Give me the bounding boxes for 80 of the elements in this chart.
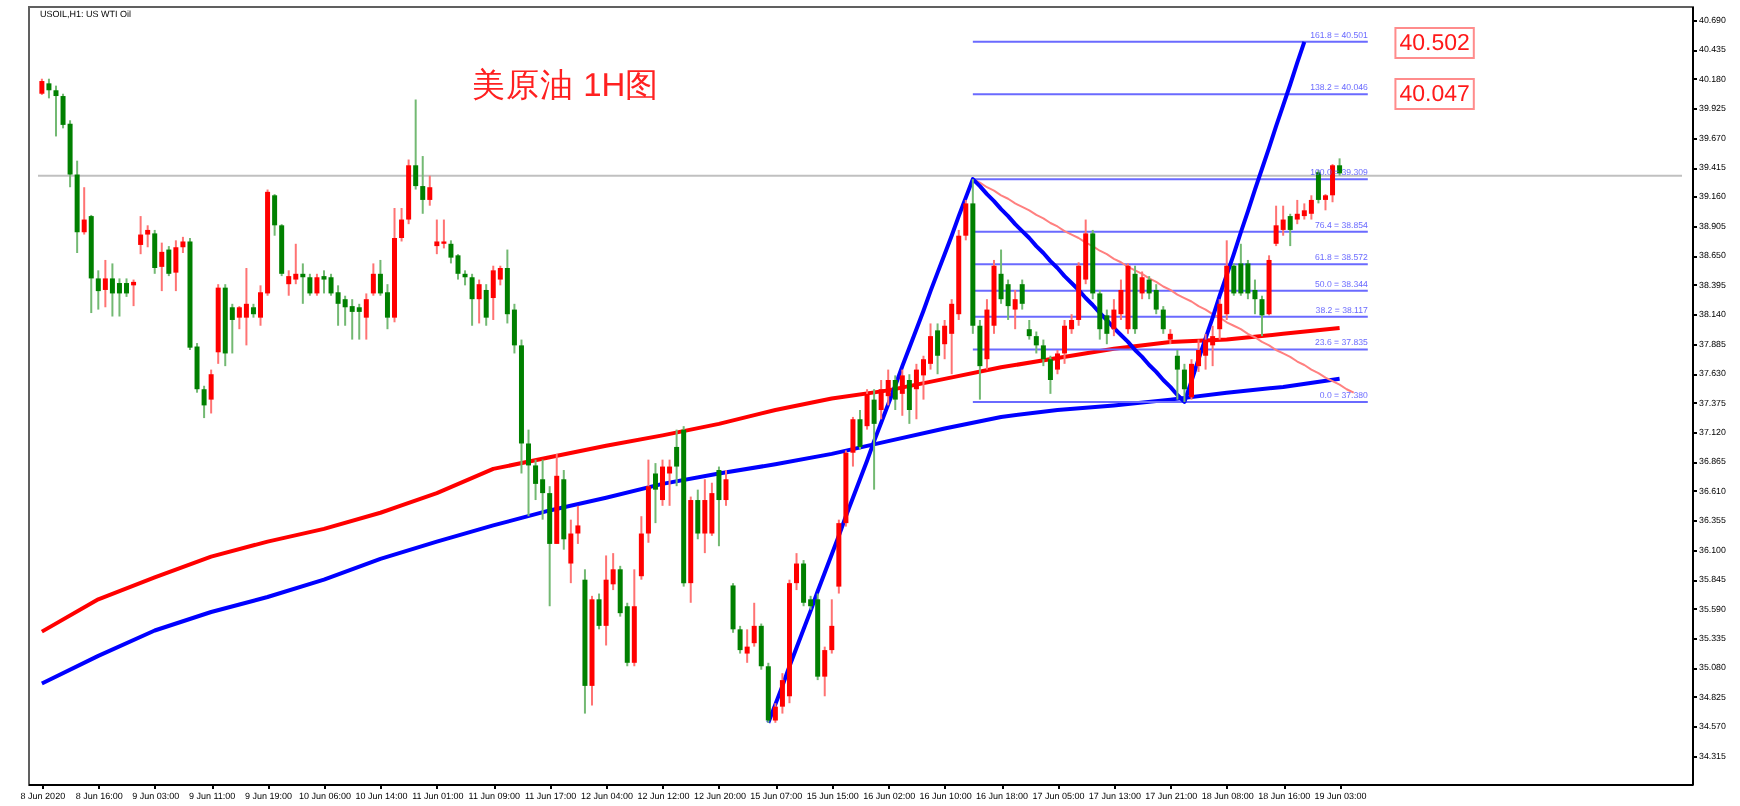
candlestick [335, 284, 341, 327]
candlestick [138, 215, 144, 256]
candlestick [1181, 362, 1187, 403]
candlestick [286, 269, 292, 297]
candlestick [1294, 198, 1300, 226]
candlestick [159, 241, 165, 293]
candlestick [568, 518, 574, 585]
candlestick [1188, 358, 1194, 401]
candlestick [695, 488, 701, 541]
candlestick [1139, 270, 1145, 301]
candlestick [427, 174, 433, 207]
candlestick [702, 478, 708, 555]
candlestick [1174, 348, 1180, 401]
candlestick [53, 84, 59, 138]
text: 美原油 1H图 [472, 66, 660, 104]
candlestick [928, 322, 934, 371]
candlestick [526, 428, 532, 518]
candlestick [145, 224, 151, 249]
candlestick [801, 559, 807, 608]
candlestick [173, 239, 179, 293]
candlestick [1019, 278, 1025, 311]
candlestick [476, 278, 482, 325]
candlestick [102, 258, 108, 309]
candlestick [363, 292, 369, 341]
candlestick [1259, 294, 1265, 338]
candlestick [243, 267, 249, 347]
candlestick [899, 368, 905, 417]
candlestick [314, 272, 320, 297]
candlestick [441, 218, 447, 250]
candlestick [1245, 258, 1251, 301]
candlestick [208, 368, 214, 415]
candlestick [913, 362, 919, 421]
candlestick [660, 458, 666, 507]
candlestick [871, 388, 877, 491]
candlestick [751, 601, 757, 648]
candlestick [1012, 288, 1018, 331]
candlestick [349, 298, 355, 341]
candlestick [469, 272, 475, 327]
candlestick [490, 264, 496, 321]
candlestick [81, 186, 87, 236]
candlestick [1287, 212, 1293, 248]
candlestick [236, 305, 242, 331]
candlestick [1005, 278, 1011, 321]
candlestick [744, 628, 750, 664]
candlestick [1330, 163, 1336, 204]
candlestick [116, 277, 122, 318]
candlestick [124, 277, 130, 298]
candlestick [166, 245, 172, 278]
candlestick [434, 218, 440, 256]
candlestick [152, 228, 158, 275]
candlestick [864, 388, 870, 431]
candlestick [857, 409, 863, 451]
candlestick [652, 462, 658, 525]
candlestick [603, 554, 609, 647]
annotation: 40.502 [1399, 32, 1470, 56]
candlestick [109, 262, 115, 318]
candlestick [716, 465, 722, 548]
candlestick [1273, 204, 1279, 248]
candlestick [794, 552, 800, 592]
candlestick [1238, 242, 1244, 297]
candlestick [1203, 332, 1209, 371]
candlestick [935, 322, 941, 376]
candlestick [723, 469, 729, 507]
candlestick [906, 373, 912, 425]
candlestick [878, 378, 884, 421]
candlestick [596, 592, 602, 631]
annotation: 40.047 [1399, 83, 1470, 107]
line-series [39, 326, 1342, 634]
candlestick [321, 269, 327, 295]
candlestick [483, 283, 489, 327]
candlestick [46, 77, 52, 100]
candlestick [1231, 262, 1237, 297]
candlestick [892, 374, 898, 412]
candlestick [1280, 204, 1286, 237]
candlestick [1054, 348, 1060, 376]
candlestick [370, 262, 376, 297]
candlestick [885, 368, 891, 407]
candlestick [1308, 194, 1314, 221]
candlestick [1111, 298, 1117, 338]
candlestick [356, 302, 362, 341]
